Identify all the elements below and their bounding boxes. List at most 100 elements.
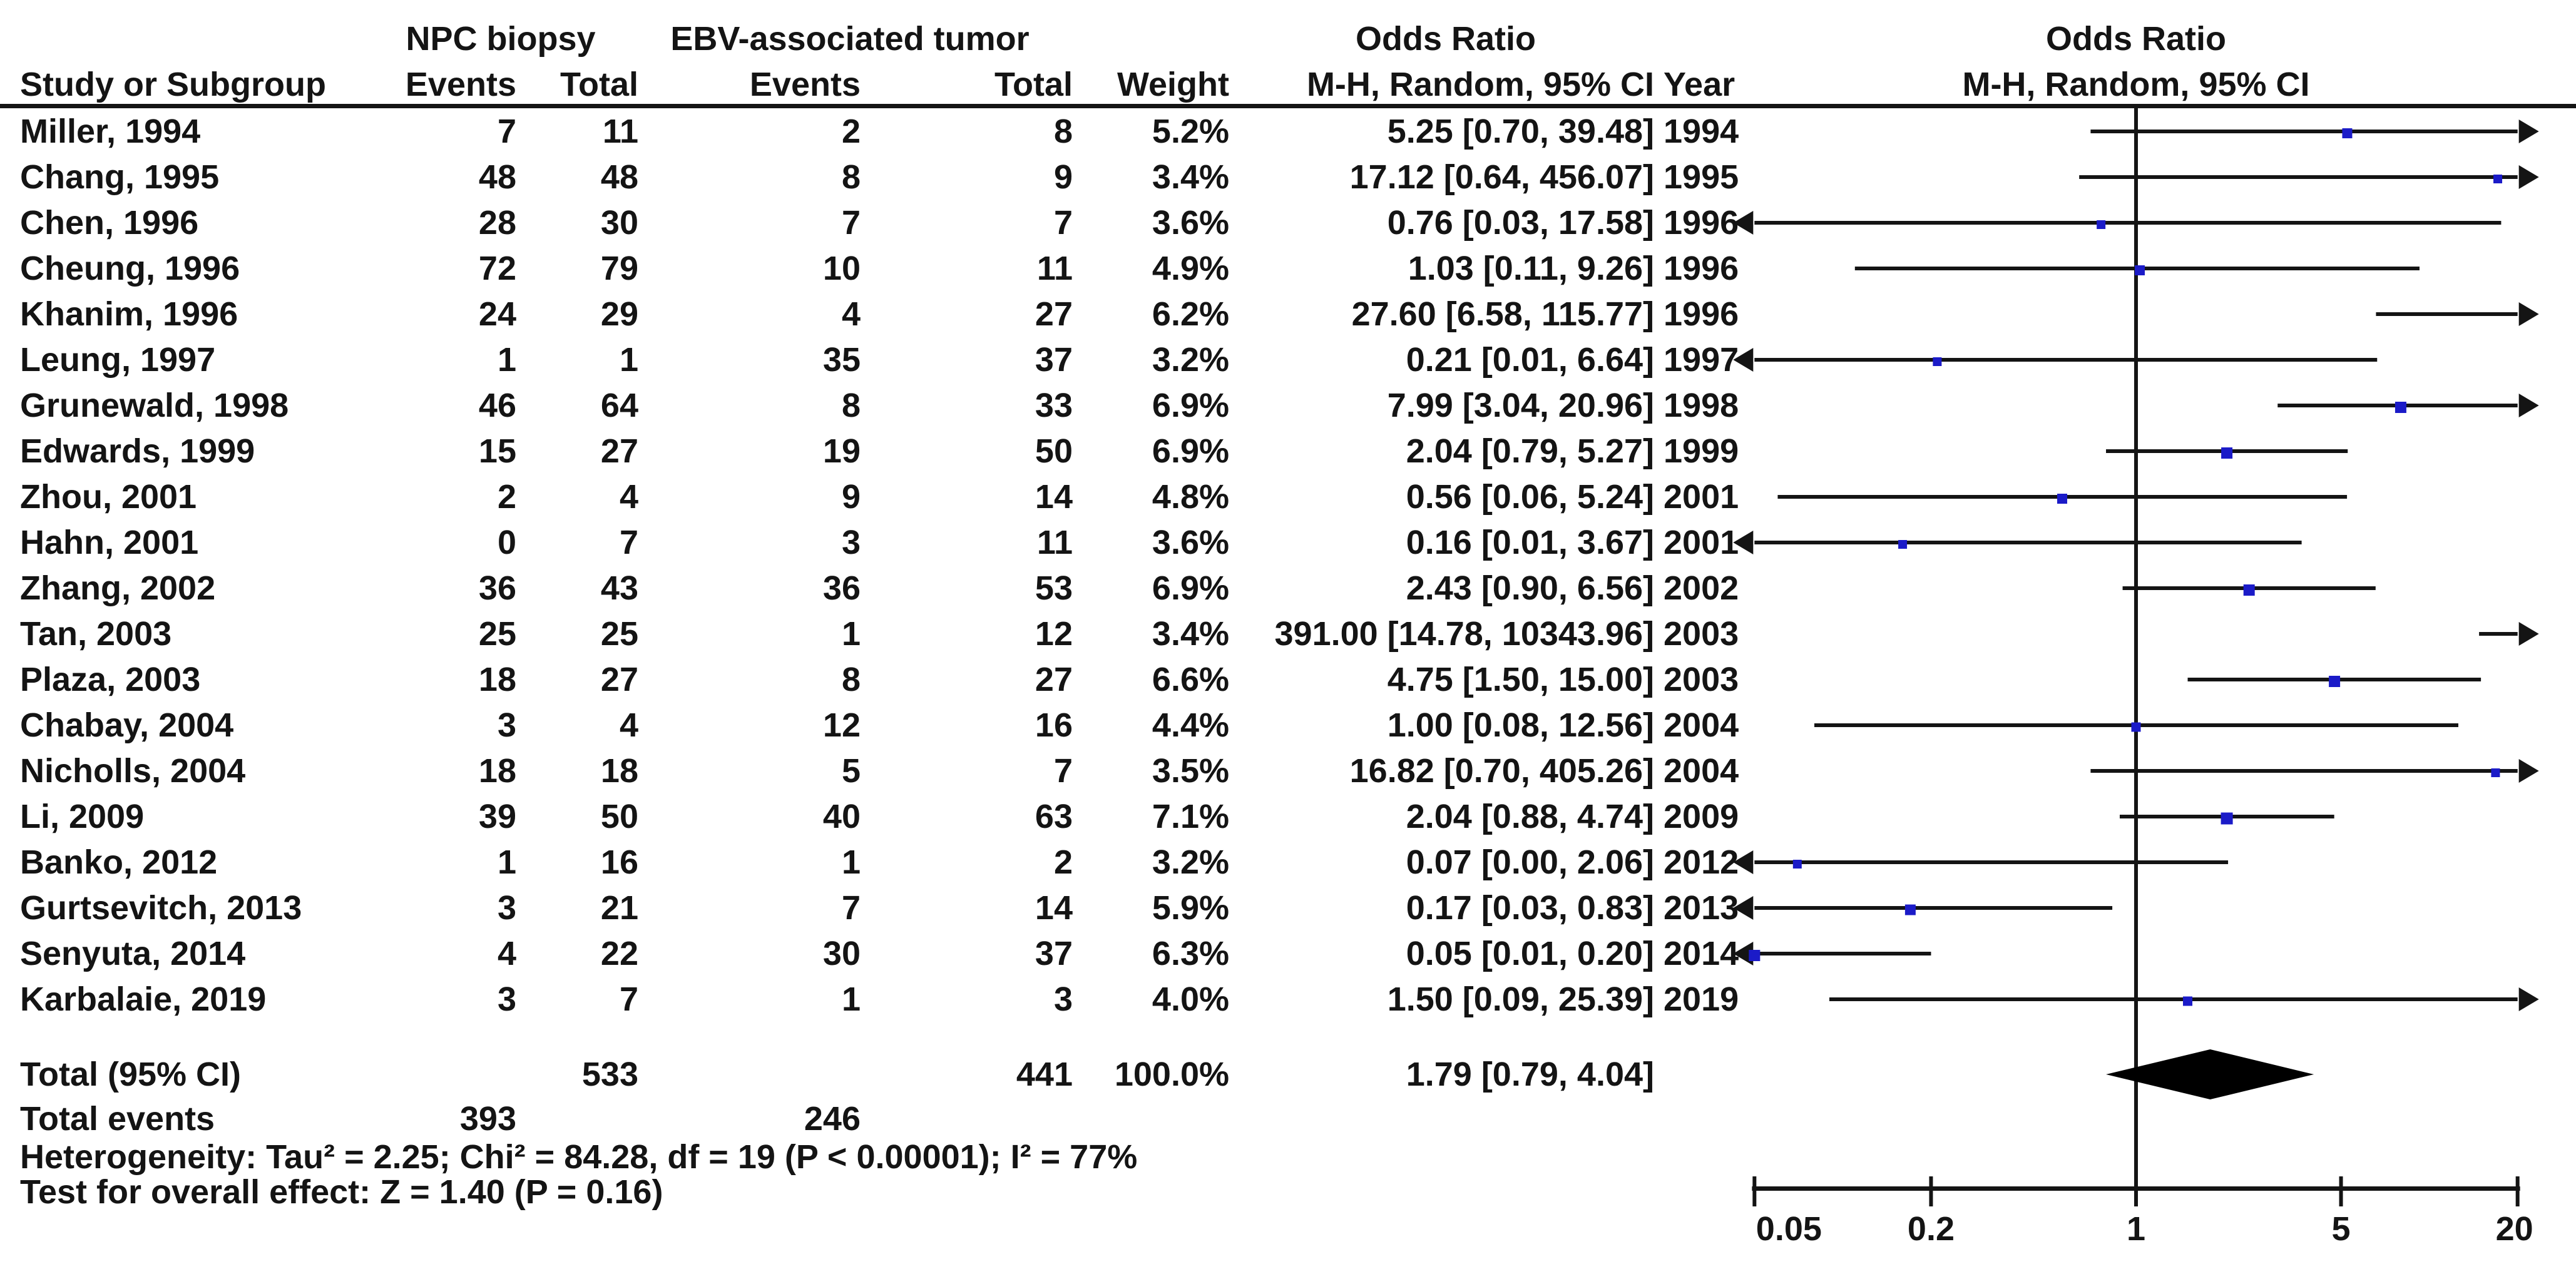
cell-or_ci: 5.25 [0.70, 39.48] [1387,113,1654,150]
cell-year: 1997 [1664,341,1739,379]
cell-name: Chabay, 2004 [20,706,234,744]
cell-events2: 30 [822,935,861,972]
right-arrow-icon [2518,759,2539,783]
cell-name: Banko, 2012 [20,843,218,881]
cell-or_ci: 391.00 [14.78, 10343.96] [1274,615,1655,653]
cell-year: 1995 [1664,158,1739,196]
cell-weight: 3.6% [1152,524,1229,561]
header-underline [0,104,2576,108]
cell-year: 2009 [1664,798,1739,835]
cell-events1: 3 [497,981,516,1018]
cell-year: 2013 [1664,889,1739,927]
effect-marker [1792,860,1802,869]
cell-weight: 6.2% [1152,295,1229,333]
total-events-ebv: 246 [804,1100,861,1138]
left-arrow-icon [1733,942,1754,966]
effect-marker [2395,402,2406,413]
cell-total2: 37 [1035,341,1073,379]
ci-line [1754,358,2378,362]
cell-events2: 40 [822,798,861,835]
cell-events1: 48 [478,158,516,196]
cell-or_ci: 0.56 [0.06, 5.24] [1406,478,1654,516]
col-header-total-ebv: Total [994,66,1073,103]
cell-year: 1996 [1664,295,1739,333]
cell-or_ci: 0.16 [0.01, 3.67] [1406,524,1654,561]
col-header-events-npc: Events [405,66,516,103]
ci-line [1754,860,2229,864]
effect-marker [1749,950,1761,961]
cell-total2: 11 [1036,250,1073,287]
cell-year: 2019 [1664,981,1739,1018]
cell-events1: 7 [497,113,516,150]
cell-or_ci: 2.04 [0.79, 5.27] [1406,432,1654,470]
cell-total2: 11 [1036,524,1073,561]
axis-tick-label: 5 [2332,1210,2351,1248]
odds-ratio-title-plot: Odds Ratio [2045,20,2227,58]
cell-events1: 0 [497,524,516,561]
cell-year: 2014 [1664,935,1739,972]
effect-marker [2135,265,2145,275]
cell-events2: 7 [841,204,861,242]
cell-total1: 79 [600,250,638,287]
cell-or_ci: 16.82 [0.70, 405.26] [1349,752,1654,790]
cell-total2: 3 [1053,981,1073,1018]
cell-year: 1999 [1664,432,1739,470]
ci-line [2090,130,2518,133]
cell-total1: 1 [619,341,638,379]
cell-total1: 48 [600,158,638,196]
cell-total1: 4 [619,706,638,744]
right-arrow-icon [2518,120,2539,143]
cell-or_ci: 0.05 [0.01, 0.20] [1406,935,1654,972]
effect-marker [2329,676,2341,687]
cell-name: Leung, 1997 [20,341,216,379]
cell-name: Chen, 1996 [20,204,199,242]
col-header-total-npc: Total [560,66,638,103]
total-npc: 533 [581,1056,638,1093]
cell-year: 1996 [1664,250,1739,287]
cell-year: 1996 [1664,204,1739,242]
left-arrow-icon [1733,348,1754,372]
cell-total1: 50 [600,798,638,835]
cell-events2: 7 [841,889,861,927]
cell-events2: 4 [841,295,861,333]
cell-or_ci: 0.76 [0.03, 17.58] [1387,204,1654,242]
cell-total2: 14 [1035,889,1073,927]
cell-events1: 25 [478,615,516,653]
cell-events1: 28 [478,204,516,242]
cell-name: Plaza, 2003 [20,661,201,698]
cell-name: Miller, 1994 [20,113,201,150]
cell-total1: 11 [602,113,638,150]
cell-events1: 1 [497,341,516,379]
ci-line [1754,952,1931,955]
cell-name: Zhang, 2002 [20,569,216,607]
cell-or_ci: 2.04 [0.88, 4.74] [1406,798,1654,835]
cell-total1: 43 [600,569,638,607]
cell-total2: 37 [1035,935,1073,972]
cell-or_ci: 1.50 [0.09, 25.39] [1387,981,1654,1018]
cell-or_ci: 27.60 [6.58, 115.77] [1351,295,1654,333]
cell-events2: 3 [841,524,861,561]
right-arrow-icon [2518,622,2539,646]
cell-total1: 4 [619,478,638,516]
cell-total2: 14 [1035,478,1073,516]
effect-marker [2183,996,2193,1006]
cell-events1: 24 [478,295,516,333]
cell-events2: 10 [822,250,861,287]
cell-name: Tan, 2003 [20,615,172,653]
cell-events2: 19 [822,432,861,470]
cell-events2: 1 [841,981,861,1018]
cell-name: Edwards, 1999 [20,432,255,470]
ci-line [1754,541,2302,544]
left-arrow-icon [1733,211,1754,235]
cell-events2: 5 [841,752,861,790]
cell-or_ci: 0.17 [0.03, 0.83] [1406,889,1654,927]
right-arrow-icon [2518,302,2539,326]
cell-events1: 18 [478,661,516,698]
cell-total1: 21 [600,889,638,927]
cell-total2: 2 [1053,843,1073,881]
total-weight: 100.0% [1114,1056,1229,1093]
cell-total2: 7 [1053,204,1073,242]
left-arrow-icon [1733,896,1754,920]
effect-marker [2342,128,2353,138]
